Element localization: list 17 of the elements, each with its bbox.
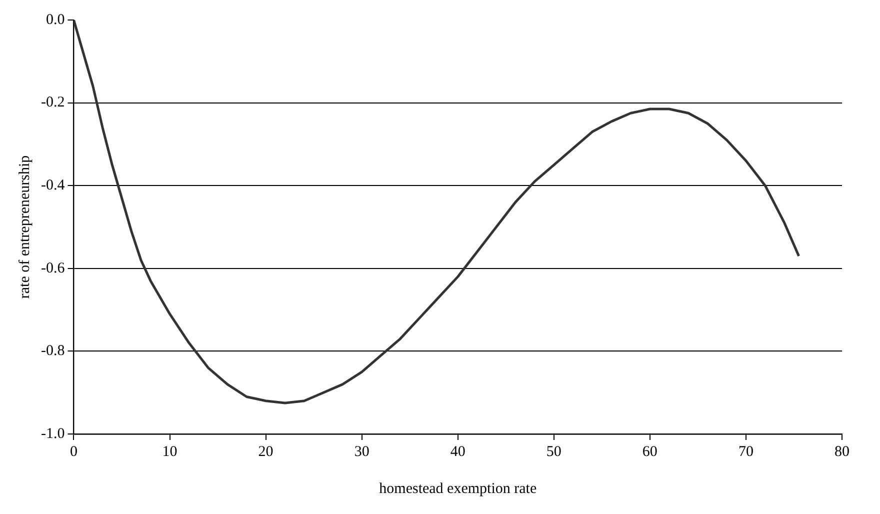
y-tick-label: 0.0 (46, 12, 65, 28)
x-tick-label: 10 (162, 444, 178, 460)
x-tick-label: 0 (70, 444, 78, 460)
y-tick-label: -0.4 (40, 178, 66, 194)
y-tick-label: -0.2 (40, 94, 65, 111)
y-axis-title: rate of entrepreneurship (16, 155, 33, 299)
x-tick-label: 80 (834, 444, 850, 460)
x-axis-title: homestead exemption rate (379, 480, 537, 497)
x-tick-label: 40 (450, 444, 466, 460)
x-tick-label: 60 (642, 444, 658, 460)
x-tick-label: 50 (546, 444, 562, 460)
y-tick-label: -0.6 (40, 260, 66, 276)
y-tick-label: -1.0 (40, 426, 65, 442)
x-tick-label: 20 (258, 444, 274, 460)
y-tick-label: -0.8 (40, 343, 65, 360)
x-tick-label: 30 (354, 444, 370, 460)
x-tick-label: 70 (738, 444, 754, 460)
